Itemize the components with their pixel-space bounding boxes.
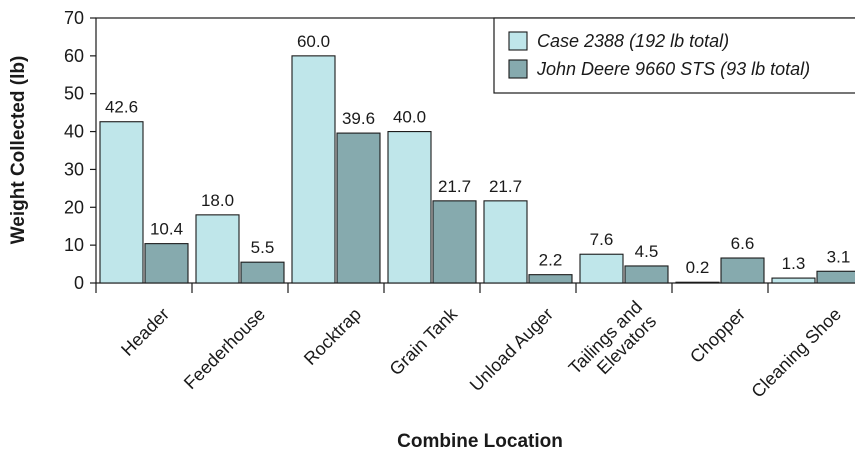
x-axis-title: Combine Location	[397, 431, 563, 452]
bar-john-deere-9660-sts-6	[720, 257, 765, 284]
y-tick-label: 40	[64, 122, 84, 142]
x-tick-label: Rocktrap	[300, 304, 365, 369]
bar-series-group	[99, 55, 855, 284]
bar-value-label: 3.1	[827, 247, 851, 266]
legend-box	[493, 17, 855, 94]
y-axis: 0 10 20 30 40 50 60 70	[64, 8, 96, 293]
x-tick-label-line: Feederhouse	[180, 304, 269, 393]
bar-case-2388-4	[483, 200, 528, 284]
bar-case-2388-2	[291, 55, 336, 284]
bar-value-label: 42.6	[105, 98, 138, 117]
bar-value-label: 0.2	[686, 258, 710, 277]
x-tick-label-line: Unload Auger	[466, 304, 557, 395]
bar-case-2388-7	[771, 277, 816, 284]
bar-value-label: 21.7	[489, 177, 522, 196]
bar-john-deere-9660-sts-3	[432, 200, 477, 284]
x-tick-label-line: Rocktrap	[300, 304, 365, 369]
y-axis-title: Weight Collected (lb)	[8, 56, 29, 245]
x-tick-label: Header	[117, 304, 173, 360]
bar-case-2388-3	[387, 131, 432, 284]
y-tick-label: 50	[64, 84, 84, 104]
bar-value-label: 10.4	[150, 220, 183, 239]
bar-john-deere-9660-sts-4	[528, 274, 573, 284]
bar-john-deere-9660-sts-5	[624, 265, 669, 284]
y-tick-label: 20	[64, 197, 84, 217]
bar-case-2388-6	[675, 281, 720, 284]
x-tick-label-line: Header	[117, 304, 173, 360]
bar-value-label: 5.5	[251, 238, 275, 257]
x-axis: Header Feederhouse Rocktrap Grain Tank Unloa…	[95, 283, 845, 402]
y-tick-label: 60	[64, 46, 84, 66]
y-tick-label: 30	[64, 159, 84, 179]
bar-value-label: 7.6	[590, 230, 614, 249]
x-tick-label-line: Chopper	[686, 304, 749, 367]
bar-case-2388-1	[195, 214, 240, 284]
legend-label: Case 2388 (192 lb total)	[537, 31, 729, 51]
legend-label: John Deere 9660 STS (93 lb total)	[536, 59, 810, 79]
x-tick-label: Cleaning Shoe	[747, 304, 845, 402]
data-label-group: 42.6 10.4 18.0 5.5 60.0 39.6 40.0 21.7 21.7 2.2 7.…	[105, 32, 850, 277]
bar-john-deere-9660-sts-7	[816, 270, 855, 284]
x-tick-label-line: Grain Tank	[386, 303, 462, 379]
bar-value-label: 4.5	[635, 242, 659, 261]
bar-value-label: 21.7	[438, 177, 471, 196]
bar-case-2388-5	[579, 253, 624, 284]
bar-value-label: 60.0	[297, 32, 330, 51]
x-tick-label-line: Cleaning Shoe	[747, 304, 845, 402]
y-tick-label: 0	[74, 273, 84, 293]
legend-swatch	[508, 31, 528, 51]
x-tick-label: Feederhouse	[180, 304, 269, 393]
bar-value-label: 40.0	[393, 108, 426, 127]
bar-value-label: 39.6	[342, 109, 375, 128]
y-tick-label: 10	[64, 235, 84, 255]
bar-value-label: 1.3	[782, 254, 806, 273]
bar-value-label: 2.2	[539, 251, 563, 270]
legend: Case 2388 (192 lb total) John Deere 9660 …	[493, 17, 855, 94]
x-tick-label: Grain Tank	[386, 303, 462, 379]
bar-value-label: 6.6	[731, 234, 755, 253]
bar-john-deere-9660-sts-1	[240, 261, 285, 284]
bar-john-deere-9660-sts-0	[144, 243, 189, 284]
x-tick-label: Unload Auger	[466, 304, 557, 395]
bar-value-label: 18.0	[201, 191, 234, 210]
x-tick-label: Chopper	[686, 304, 749, 367]
bar-john-deere-9660-sts-2	[336, 132, 381, 284]
y-tick-label: 70	[64, 8, 84, 28]
bar-case-2388-0	[99, 121, 144, 284]
legend-swatch	[508, 59, 528, 79]
